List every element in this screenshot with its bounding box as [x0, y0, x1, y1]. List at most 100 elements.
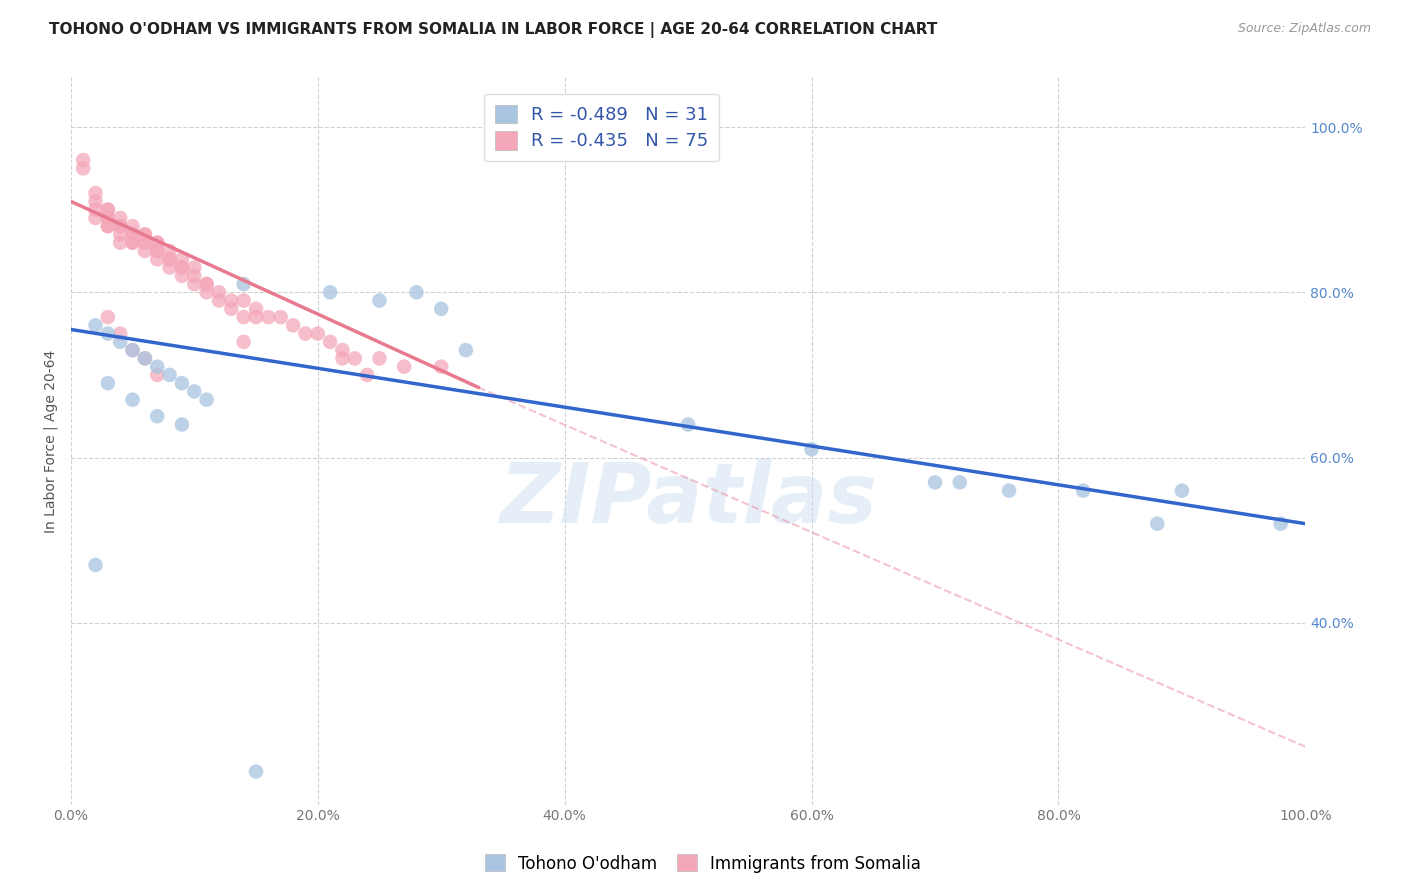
Point	[134, 244, 156, 258]
Point	[72, 161, 94, 176]
Point	[319, 334, 342, 349]
Point	[146, 368, 169, 382]
Point	[97, 211, 120, 225]
Point	[208, 285, 231, 300]
Point	[232, 293, 254, 308]
Point	[1071, 483, 1094, 498]
Point	[97, 202, 120, 217]
Legend: R = -0.489   N = 31, R = -0.435   N = 75: R = -0.489 N = 31, R = -0.435 N = 75	[484, 94, 720, 161]
Point	[319, 285, 342, 300]
Point	[183, 384, 205, 399]
Point	[245, 301, 267, 316]
Point	[121, 235, 143, 250]
Point	[121, 392, 143, 407]
Point	[108, 219, 131, 234]
Point	[146, 235, 169, 250]
Point	[121, 227, 143, 242]
Point	[232, 277, 254, 291]
Point	[405, 285, 427, 300]
Point	[195, 277, 218, 291]
Point	[170, 260, 193, 275]
Point	[170, 260, 193, 275]
Point	[392, 359, 415, 374]
Point	[307, 326, 329, 341]
Point	[146, 244, 169, 258]
Point	[121, 227, 143, 242]
Point	[84, 194, 107, 209]
Point	[356, 368, 378, 382]
Legend: Tohono O'odham, Immigrants from Somalia: Tohono O'odham, Immigrants from Somalia	[478, 847, 928, 880]
Point	[146, 244, 169, 258]
Point	[108, 326, 131, 341]
Point	[170, 252, 193, 267]
Point	[97, 202, 120, 217]
Point	[454, 343, 477, 358]
Point	[97, 219, 120, 234]
Point	[343, 351, 366, 366]
Point	[146, 235, 169, 250]
Point	[998, 483, 1021, 498]
Point	[195, 285, 218, 300]
Point	[97, 211, 120, 225]
Point	[84, 211, 107, 225]
Point	[97, 376, 120, 391]
Point	[221, 301, 243, 316]
Point	[121, 343, 143, 358]
Point	[221, 293, 243, 308]
Point	[134, 235, 156, 250]
Point	[121, 235, 143, 250]
Point	[97, 326, 120, 341]
Point	[257, 310, 280, 324]
Point	[232, 310, 254, 324]
Point	[183, 277, 205, 291]
Point	[1270, 516, 1292, 531]
Point	[245, 764, 267, 779]
Point	[134, 235, 156, 250]
Point	[159, 252, 181, 267]
Point	[270, 310, 292, 324]
Point	[134, 351, 156, 366]
Point	[97, 219, 120, 234]
Point	[108, 211, 131, 225]
Point	[84, 186, 107, 201]
Point	[430, 359, 453, 374]
Point	[159, 368, 181, 382]
Text: Source: ZipAtlas.com: Source: ZipAtlas.com	[1237, 22, 1371, 36]
Point	[800, 442, 823, 457]
Point	[294, 326, 316, 341]
Point	[183, 268, 205, 283]
Point	[146, 409, 169, 424]
Point	[368, 293, 391, 308]
Point	[924, 475, 946, 490]
Point	[245, 310, 267, 324]
Point	[195, 277, 218, 291]
Point	[368, 351, 391, 366]
Point	[1171, 483, 1194, 498]
Point	[121, 227, 143, 242]
Point	[72, 153, 94, 167]
Point	[183, 260, 205, 275]
Point	[1146, 516, 1168, 531]
Point	[108, 219, 131, 234]
Point	[121, 219, 143, 234]
Point	[195, 392, 218, 407]
Point	[170, 417, 193, 432]
Point	[146, 252, 169, 267]
Text: ZIPatlas: ZIPatlas	[499, 458, 877, 540]
Point	[134, 227, 156, 242]
Point	[159, 252, 181, 267]
Point	[430, 301, 453, 316]
Point	[159, 244, 181, 258]
Point	[121, 343, 143, 358]
Point	[108, 334, 131, 349]
Point	[170, 268, 193, 283]
Point	[84, 202, 107, 217]
Text: TOHONO O'ODHAM VS IMMIGRANTS FROM SOMALIA IN LABOR FORCE | AGE 20-64 CORRELATION: TOHONO O'ODHAM VS IMMIGRANTS FROM SOMALI…	[49, 22, 938, 38]
Point	[134, 227, 156, 242]
Y-axis label: In Labor Force | Age 20-64: In Labor Force | Age 20-64	[44, 350, 58, 533]
Point	[208, 293, 231, 308]
Point	[84, 318, 107, 333]
Point	[332, 351, 354, 366]
Point	[108, 227, 131, 242]
Point	[281, 318, 304, 333]
